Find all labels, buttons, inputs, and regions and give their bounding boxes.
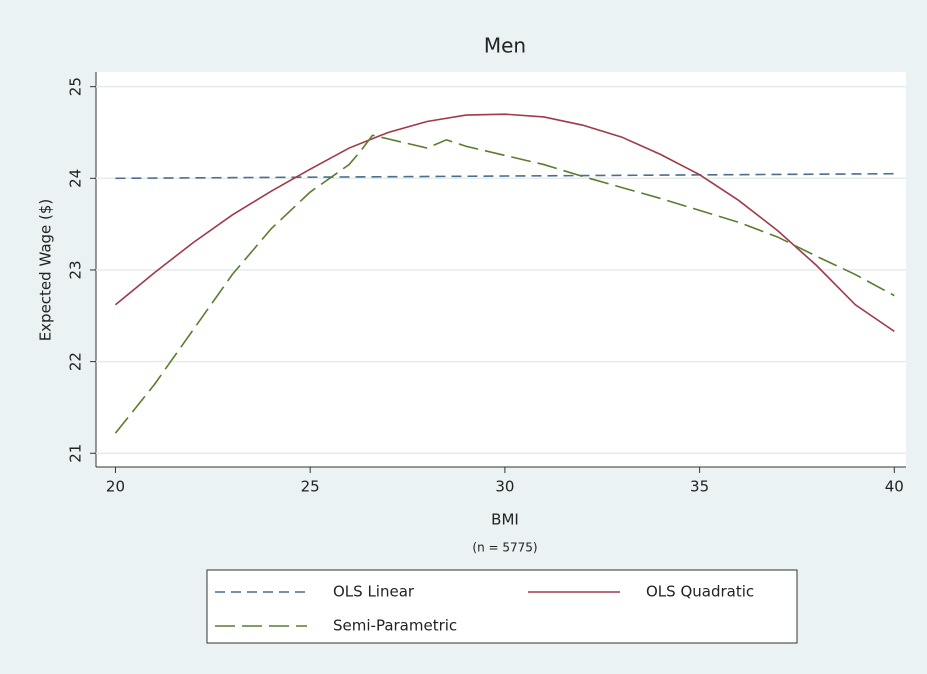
- series-line: [115, 172, 895, 180]
- series-line: [114, 113, 895, 333]
- series-line: [114, 134, 895, 434]
- legend-label: OLS Linear: [333, 583, 415, 601]
- y-tick-label: 25: [67, 77, 85, 96]
- x-tick-label: 35: [690, 478, 709, 496]
- y-tick-label: 22: [67, 352, 85, 371]
- legend-label: OLS Quadratic: [646, 583, 754, 601]
- x-tick-label: 25: [301, 478, 320, 496]
- y-tick-label: 23: [67, 260, 85, 279]
- x-tick-label: 20: [106, 478, 125, 496]
- y-tick-label: 24: [67, 169, 85, 188]
- note: (n = 5775): [472, 541, 537, 555]
- x-axis-label: BMI: [491, 511, 519, 529]
- y-tick-label: 21: [67, 444, 85, 463]
- x-tick-label: 30: [495, 478, 514, 496]
- chart-title: Men: [484, 34, 526, 58]
- y-axis-label: Expected Wage ($): [37, 199, 55, 342]
- legend: [206, 569, 798, 644]
- x-tick-label: 40: [885, 478, 904, 496]
- legend-label: Semi-Parametric: [333, 617, 457, 635]
